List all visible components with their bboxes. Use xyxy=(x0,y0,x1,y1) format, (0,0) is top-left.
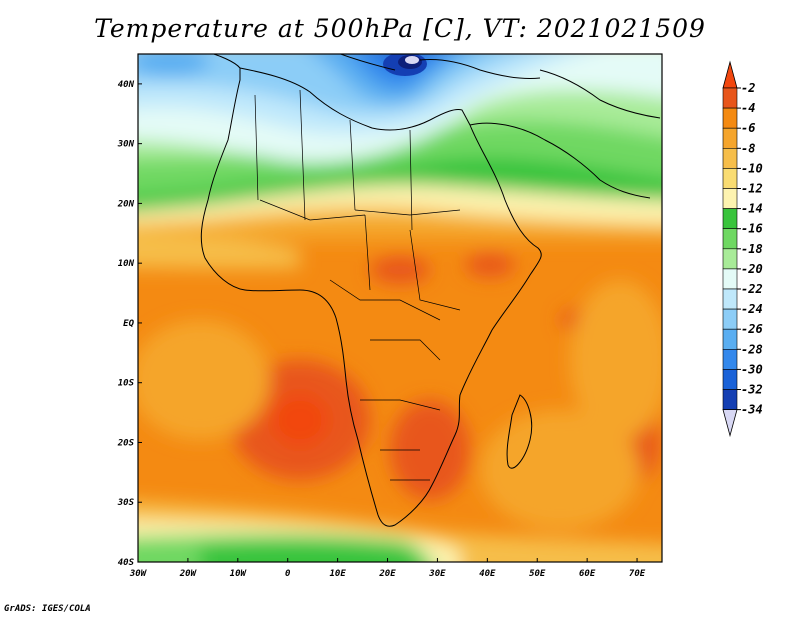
colorbar: -2 -4 -6 -8 -10 -12 -14 -16 -18 -20 -22 -24 -26 -28 -3… xyxy=(722,60,763,438)
coastlines xyxy=(200,54,661,527)
lon-tick-label: 10E xyxy=(329,569,346,579)
colorbar-swatch xyxy=(722,168,738,189)
colorbar-label: -26 xyxy=(741,322,763,336)
colorbar-label: -4 xyxy=(741,101,755,115)
colorbar-swatch xyxy=(722,127,738,149)
colorbar-swatch xyxy=(722,228,738,250)
colorbar-swatch xyxy=(722,308,738,330)
colorbar-label: -28 xyxy=(741,342,763,356)
colorbar-swatch xyxy=(722,188,738,209)
colorbar-label: -24 xyxy=(741,302,763,316)
colorbar-swatch xyxy=(722,389,738,410)
lon-tick-label: 30W xyxy=(129,569,148,579)
colorbar-swatch xyxy=(722,148,738,169)
colorbar-label: -16 xyxy=(741,222,763,236)
colorbar-bottom-arrow xyxy=(722,409,738,438)
credit-text: GrADS: IGES/COLA xyxy=(4,604,91,614)
colorbar-label: -30 xyxy=(741,362,763,376)
lat-tick-label: 30N xyxy=(117,140,135,150)
lon-tick-label: 10W xyxy=(230,569,248,579)
lon-tick-label: 0 xyxy=(285,569,291,579)
colorbar-label: -32 xyxy=(741,383,763,397)
lon-tick-label: 50E xyxy=(529,569,546,579)
colorbar-top-arrow xyxy=(722,60,738,89)
colorbar-label: -20 xyxy=(741,262,763,276)
colorbar-swatch xyxy=(722,107,738,129)
colorbar-label: -18 xyxy=(741,242,763,256)
country-borders xyxy=(254,89,461,481)
plot-frame xyxy=(137,53,663,563)
lon-tick-label: 30E xyxy=(428,569,446,579)
colorbar-label: -14 xyxy=(741,202,763,216)
lon-tick-label: 60E xyxy=(579,569,596,579)
colorbar-swatch xyxy=(722,328,738,350)
temperature-field xyxy=(138,54,662,562)
lat-tick-label: 10N xyxy=(118,259,135,269)
lat-tick-label: 30S xyxy=(117,498,135,508)
colorbar-label: -2 xyxy=(741,81,755,95)
colorbar-label: -22 xyxy=(741,282,763,296)
colorbar-label: -10 xyxy=(741,161,763,175)
lon-tick-label: 40E xyxy=(479,569,496,579)
colorbar-label: -8 xyxy=(741,141,755,155)
colorbar-swatch xyxy=(722,268,738,290)
lat-tick-label: 40N xyxy=(118,80,135,90)
map-title: Temperature at 500hPa [C], VT: 202102150… xyxy=(94,14,706,43)
colorbar-label: -34 xyxy=(741,403,763,417)
lat-tick-label: 40S xyxy=(118,558,135,568)
colorbar-swatch xyxy=(722,87,738,109)
lat-tick-label: EQ xyxy=(123,319,134,329)
lat-tick-label: 20N xyxy=(117,199,135,209)
lon-tick-label: 20E xyxy=(378,569,396,579)
lat-tick-label: 20S xyxy=(117,438,135,448)
colorbar-swatch xyxy=(722,208,738,230)
colorbar-swatch xyxy=(722,248,738,270)
colorbar-swatch xyxy=(722,369,738,390)
lon-tick-label: 20W xyxy=(179,569,198,579)
lat-tick-label: 10S xyxy=(118,379,135,389)
colorbar-label: -6 xyxy=(741,121,755,135)
lon-tick-label: 70E xyxy=(629,569,646,579)
colorbar-swatch xyxy=(722,348,738,370)
colorbar-label: -12 xyxy=(741,182,763,196)
colorbar-swatch xyxy=(722,288,738,310)
